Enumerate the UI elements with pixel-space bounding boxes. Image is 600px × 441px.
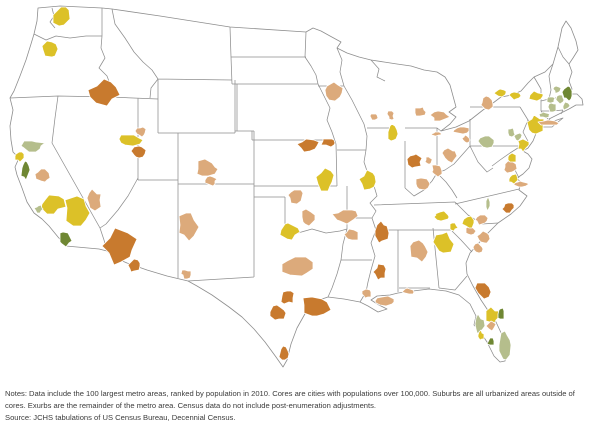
metro-area-blob [374,220,390,244]
metro-area-blob [432,231,455,254]
metro-area-blob [130,145,147,159]
metro-area-blob [472,242,484,254]
metro-area-blob [279,222,301,241]
metro-area-blob [562,101,571,111]
metro-area-blob [508,91,522,101]
metro-area-blob [433,210,450,222]
metro-area-blob [507,152,517,163]
metro-area-blob [14,151,25,163]
metro-area-blob [127,258,141,273]
metro-area-blob [537,119,560,126]
metro-area-blob [485,320,497,332]
metro-area-blob [302,296,332,317]
metro-area-blob [486,337,495,346]
metro-area-blob [369,113,379,121]
metro-area-blob [41,40,59,58]
metro-area-blob [59,231,73,248]
metro-areas [14,6,573,361]
metro-area-blob [331,209,359,225]
metro-area-blob [547,102,557,113]
metro-area-blob [34,168,51,183]
metro-area-blob [204,175,218,187]
metro-area-blob [64,195,91,227]
metro-area-blob [476,230,491,244]
metro-area-blob [507,127,516,138]
metro-area-blob [474,282,492,300]
metro-area-blob [430,131,442,137]
metro-area-blob [465,225,477,236]
metro-area-blob [301,208,316,227]
metro-area-blob [320,138,336,148]
us-metro-map [9,5,584,368]
metro-area-blob [493,88,507,98]
us-state-borders [9,7,571,303]
metro-area-blob [480,95,494,111]
metro-area-blob [461,215,475,229]
map-source: Source: JCHS tabulations of US Census Bu… [5,413,236,423]
metro-area-blob [552,85,562,94]
metro-area-blob [101,227,138,266]
metro-area-blob [441,147,458,164]
metro-area-blob [477,329,485,341]
metro-area-blob [461,134,471,144]
metro-area-blob [561,85,573,102]
metro-area-blob [503,160,518,174]
metro-area-blob [196,158,219,177]
metro-area-blob [269,304,287,321]
metro-area-blob [40,194,67,215]
metro-area-blob [20,140,46,153]
metro-area-blob [429,110,451,122]
metro-area-blob [474,214,489,226]
metro-area-blob [528,90,544,102]
metro-area-blob [387,123,399,142]
metro-area-blob [555,94,565,105]
map-notes: Notes: Data include the 100 largest metr… [5,389,575,411]
metro-area-blob [431,164,443,178]
metro-area-blob [358,169,377,191]
metro-area-blob [278,345,290,361]
metro-area-blob [449,222,459,232]
metro-area-blob [33,204,44,214]
metro-area-blob [134,126,147,138]
metro-area-blob [315,167,335,192]
metro-area-blob [296,138,320,153]
metro-area-blob [497,307,505,320]
metro-area-blob [401,287,415,295]
metro-area-blob [526,114,545,135]
metro-area-blob [424,156,433,165]
metro-area-blob [20,160,31,181]
metro-area-blob [343,228,359,241]
metro-area-blob [287,189,304,205]
metro-area-blob [280,290,295,305]
metro-area-blob [538,111,551,119]
metro-area-blob [87,78,121,107]
metro-area-blob [498,330,512,361]
metro-area-blob [517,138,530,153]
metro-area-blob [409,239,429,263]
metro-area-blob [501,202,515,214]
metro-area-blob [452,126,470,135]
metro-area-blob [86,188,102,212]
metro-area-blob [546,96,556,104]
metro-area-blob [118,134,144,147]
metro-area-blob [374,295,395,307]
map-footnotes: Notes: Data include the 100 largest metr… [5,388,596,424]
metro-area-blob [477,135,495,149]
map-svg [9,5,584,368]
metro-area-blob [361,288,372,299]
metro-area-blob [386,110,395,121]
metro-area-blob [281,256,314,277]
metro-area-blob [180,269,192,280]
metro-area-blob [52,6,71,27]
metro-area-blob [508,173,519,185]
metro-area-blob [324,81,344,102]
metro-area-blob [485,196,491,211]
metro-area-blob [415,177,431,191]
metro-area-blob [372,263,387,281]
metro-area-blob [406,153,423,169]
metro-area-blob [414,106,427,117]
metro-area-blob [178,212,200,242]
